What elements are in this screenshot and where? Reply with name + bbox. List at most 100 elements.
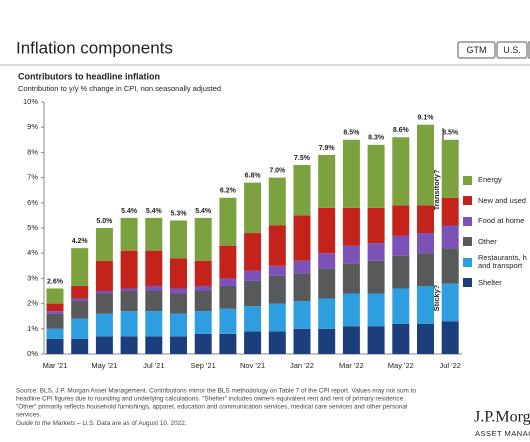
y-tick-label: 1% — [27, 324, 38, 333]
bar-segment — [417, 285, 434, 324]
bar-segment — [46, 338, 64, 354]
bar-segment — [46, 328, 64, 339]
page-title: Inflation components — [16, 38, 173, 57]
legend-item: New and used — [463, 191, 530, 212]
legend-item: Shelter — [463, 273, 530, 294]
bar-segment — [268, 275, 286, 304]
footnote: Guide to the Markets – U.S. Data are as … — [16, 420, 187, 427]
bar-segment — [268, 303, 286, 332]
bar-segment — [71, 285, 89, 299]
bar-segment — [244, 331, 262, 354]
bar-segment — [71, 248, 89, 286]
bar-segment — [441, 283, 459, 322]
legend-label: Energy — [478, 175, 502, 184]
bar-segment — [268, 225, 286, 266]
y-tick-label: 5% — [27, 223, 38, 232]
bar-segment — [417, 233, 434, 254]
bar-segment — [293, 328, 311, 354]
bar-segment — [293, 260, 311, 274]
bar-segment — [318, 298, 336, 329]
bar-segment — [219, 285, 237, 309]
total-label: 8.5% — [343, 130, 360, 137]
bar-segment — [120, 291, 138, 312]
total-label: 8.6% — [393, 127, 410, 134]
bar-segment — [342, 207, 360, 246]
bar-segment — [170, 258, 187, 289]
bar-segment — [120, 288, 138, 291]
total-label: 2.6% — [47, 278, 64, 285]
bar-segment — [120, 311, 138, 337]
total-label: 9.1% — [418, 115, 435, 122]
footnote: Source: BLS, J.P. Morgan Asset Managemen… — [16, 388, 416, 395]
legend-item: Food at home — [463, 211, 530, 232]
legend-item: Energy — [463, 170, 530, 191]
bar-segment — [392, 235, 410, 256]
bar-segment — [194, 217, 212, 261]
bar-segment — [244, 182, 262, 234]
legend-item: Restaurants, h and transport — [463, 252, 530, 273]
bar-segment — [219, 308, 237, 334]
legend-label: Restaurants, h and transport — [478, 252, 527, 271]
total-label: 5.4% — [146, 208, 163, 215]
bar-segment — [71, 318, 89, 339]
bar-segment — [367, 326, 385, 354]
bar-segment — [95, 293, 113, 314]
bar-segment — [194, 333, 212, 354]
bar-segment — [46, 313, 64, 329]
total-label: 5.4% — [121, 208, 138, 215]
y-tick-label: 9% — [27, 122, 38, 131]
bar-segment — [441, 225, 459, 249]
date: Data are as of August 10, 2022. — [97, 420, 187, 427]
total-label: 7.9% — [319, 145, 336, 152]
bar-segment — [71, 301, 89, 319]
bar-segment — [441, 139, 459, 198]
bar-segment — [367, 144, 385, 208]
y-tick-label: 0% — [27, 349, 38, 358]
bar-segment — [244, 306, 262, 332]
bar-segment — [342, 326, 360, 354]
legend-swatch — [463, 278, 472, 288]
total-label: 5.4% — [195, 208, 212, 215]
bar-segment — [367, 260, 385, 294]
footnote: "Other" primarily reflects household fur… — [16, 404, 407, 411]
logo-tagline: ASSET MANAGEM — [475, 429, 530, 438]
y-tick-label: 10% — [23, 97, 38, 106]
y-tick-label: 2% — [27, 299, 38, 308]
bar-segment — [219, 245, 237, 279]
bar-segment — [170, 313, 187, 337]
bar-segment — [95, 291, 113, 294]
bar-segment — [46, 288, 64, 304]
bar-segment — [367, 293, 385, 327]
bar-segment — [268, 265, 286, 276]
bar-segment — [392, 255, 410, 289]
bar-segment — [219, 197, 237, 246]
legend-swatch — [463, 257, 472, 267]
legend-swatch — [463, 196, 472, 206]
y-tick-label: 4% — [27, 248, 38, 257]
bar-segment — [46, 303, 64, 312]
bar-segment — [194, 311, 212, 334]
x-tick-label: Jul '21 — [143, 361, 164, 370]
total-label: 6.2% — [220, 188, 237, 195]
bar-segment — [170, 293, 187, 314]
total-label: 8.3% — [368, 135, 385, 142]
button[interactable] — [496, 41, 528, 59]
bar-segment — [71, 298, 89, 302]
total-label: 7.0% — [269, 167, 286, 174]
x-tick-label: Jan '22 — [290, 361, 314, 370]
bar-segment — [367, 243, 385, 261]
bar-segment — [244, 233, 262, 271]
logo: J.P.Morg — [474, 409, 530, 426]
annotation: Transitory? — [432, 169, 441, 210]
button-label[interactable]: GTM — [467, 45, 487, 55]
bar-segment — [342, 139, 360, 208]
bar-segment — [318, 253, 336, 269]
button[interactable] — [457, 41, 496, 59]
bar-segment — [194, 291, 212, 312]
bar-segment — [268, 177, 286, 226]
button-label[interactable]: U.S. — [503, 45, 521, 55]
bar-segment — [145, 291, 163, 312]
total-label: 4.2% — [72, 238, 89, 245]
legend-label: New and used — [478, 195, 526, 205]
